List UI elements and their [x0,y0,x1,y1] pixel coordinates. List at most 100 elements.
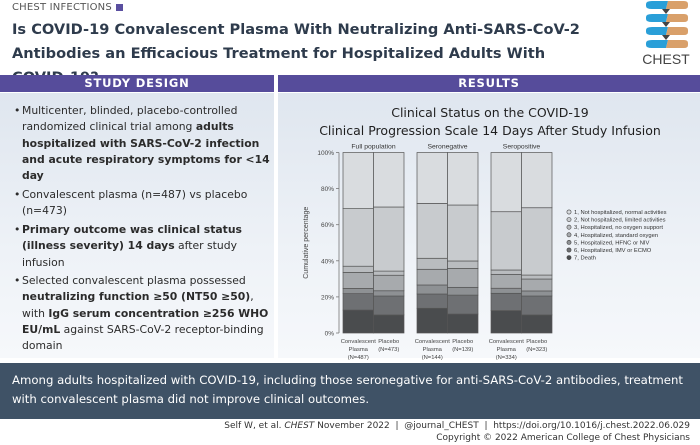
bar-segment [416,203,448,259]
separator: | [484,421,488,431]
bar-segment [373,290,405,297]
bar-segment [342,265,374,273]
design-bullet-4: • Selected convalescent plasma possessed … [14,274,269,353]
bar-segment [447,313,479,334]
y-tick-label: 0% [325,331,335,338]
bar-segment [490,310,522,334]
copyright: Copyright © 2022 American College of Che… [436,432,690,443]
bar-category-label: Convalescent [489,339,525,345]
citation-line: Self W, et al. CHEST November 2022 | @jo… [224,421,690,431]
legend-label: 5, Hospitalized, HFNC or NIV [574,240,650,246]
bar-category-label: (N=334) [496,355,517,360]
bar-segment [416,257,448,270]
bar-category-label: (N=144) [422,355,443,360]
chart-title-line-1: Clinical Status on the COVID-19 [391,105,589,120]
bullet-dot-icon: • [14,274,21,287]
group-label: Seropositive [503,144,541,151]
bar-category-label: (N=487) [348,355,369,360]
bullet-dot-icon: • [14,104,21,117]
bar-segment [373,274,405,292]
section-kicker: CHEST INFECTIONS [12,2,123,13]
bar-segment [416,284,448,295]
bar-segment [447,294,479,315]
kicker-label: CHEST INFECTIONS [12,2,112,13]
bar-category-label: Convalescent [415,339,451,345]
y-axis-label: Cumulative percentage [303,207,310,279]
bar-category-label: Placebo [526,339,547,345]
legend-swatch-icon [566,209,572,215]
y-tick-label: 20% [321,294,334,301]
group-label: Seronegative [427,144,467,151]
bar-segment [416,152,448,204]
bar-segment [447,260,479,269]
bullet-dot-icon: • [14,223,21,236]
bar-segment [490,273,522,289]
legend-label: 2, Not hospitalized, limited activities [574,218,666,224]
y-tick-label: 40% [321,258,334,265]
bar-segment [490,211,522,271]
bar-category-label: (N=473) [378,347,399,353]
y-tick-label: 80% [321,186,334,193]
conclusion-banner: Among adults hospitalized with COVID-19,… [0,363,700,419]
results-heading: RESULTS [278,75,700,92]
legend-label: 6, Hospitalized, IMV or ECMO [574,248,652,254]
bar-segment [342,288,374,295]
bar-segment [342,208,374,267]
legend-label: 7, Death [574,256,596,262]
bar-segment [490,287,522,294]
bar-segment [373,270,405,276]
bar-segment [490,292,522,311]
legend-swatch-icon [566,255,572,260]
stacked-bar-chart: 0% 20% 40% 60% 80% 100% Cumulative percentage F… [303,144,667,361]
kicker-square-icon [115,4,123,11]
bar-segment [447,268,479,288]
conclusion-text: Among adults hospitalized with COVID-19,… [12,373,683,406]
bar-category-label: Plasma [423,347,443,353]
bar-segment [521,278,553,292]
bar-category-label: Placebo [378,339,399,345]
bar-category-label: Plasma [349,347,369,353]
y-tick-label: 60% [321,222,334,229]
bar-segment [521,274,553,280]
design-bullet-3: • Primary outcome was clinical status (il… [14,223,242,269]
legend-swatch-icon [566,224,572,230]
chest-logo-mark-icon [646,1,688,48]
twitter-handle[interactable]: @journal_CHEST [404,421,479,431]
design-bullet-1: • Multicenter, blinded, placebo-controlle… [14,104,270,183]
bar-segment [342,309,374,334]
bar-segment [447,152,479,206]
chart-title: Clinical Status on the COVID-19 Clinical… [280,104,700,140]
bar-segment [416,293,448,309]
legend-label: 1, Not hospitalized, normal activities [574,210,667,216]
y-tick-label: 100% [317,150,334,157]
chest-logo: CHEST [632,0,700,72]
legend-label: 3, Hospitalized, no oxygen support [574,225,663,231]
bar-segment [521,314,553,334]
bar-segment [373,206,405,272]
bar-category-label: (N=323) [526,347,547,353]
bar-segment [447,286,479,296]
bar-segment [342,272,374,289]
group-label: Full population [351,144,395,151]
bar-segment [521,207,553,276]
title-line-1: Is COVID-19 Convalescent Plasma With Neu… [12,21,580,38]
bar-category-label: (N=139) [452,347,473,353]
bar-segment [373,314,405,334]
legend-swatch-icon [566,247,572,253]
bar-segment [416,307,448,334]
bar-segment [447,204,479,262]
bar-segment [373,295,405,316]
footer: Self W, et al. CHEST November 2022 | @jo… [224,421,690,444]
bar-segment [342,152,374,209]
bar-segment [521,290,553,297]
study-design-heading: STUDY DESIGN [0,75,274,92]
design-bullet-2: • Convalescent plasma (n=487) vs placebo … [14,188,248,218]
legend-swatch-icon [566,232,572,238]
bullet-dot-icon: • [14,188,21,201]
bar-segment [521,152,553,209]
bar-category-label: Placebo [452,339,473,345]
separator: | [395,421,399,431]
doi-link[interactable]: https://doi.org/10.1016/j.chest.2022.06.… [493,421,690,431]
logo-wordmark: CHEST [642,51,690,67]
legend-label: 4, Hospitalized, standard oxygen [574,233,658,239]
